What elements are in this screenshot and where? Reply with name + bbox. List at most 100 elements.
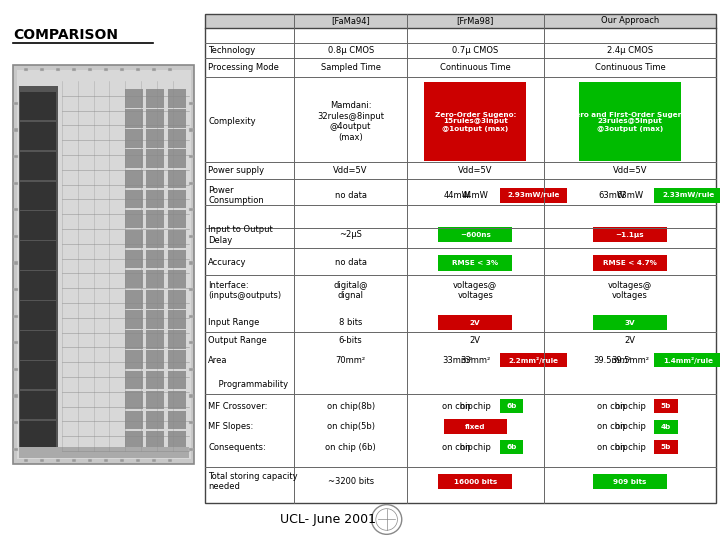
Text: 3V: 3V xyxy=(625,320,635,326)
Text: on chip: on chip xyxy=(460,402,490,410)
FancyBboxPatch shape xyxy=(24,459,28,462)
Text: ~600ns: ~600ns xyxy=(460,232,490,238)
Text: on chip: on chip xyxy=(597,443,627,451)
FancyBboxPatch shape xyxy=(146,89,164,107)
Text: Power supply: Power supply xyxy=(208,166,264,175)
Text: 6b: 6b xyxy=(506,444,516,450)
FancyBboxPatch shape xyxy=(168,150,186,168)
FancyBboxPatch shape xyxy=(125,370,143,389)
Text: 6-bits: 6-bits xyxy=(339,336,362,345)
Text: on chip: on chip xyxy=(615,402,645,410)
FancyBboxPatch shape xyxy=(125,431,143,449)
Text: Area: Area xyxy=(208,356,228,364)
FancyBboxPatch shape xyxy=(146,250,164,268)
FancyBboxPatch shape xyxy=(146,150,164,168)
Text: 33mm²: 33mm² xyxy=(460,356,490,364)
FancyBboxPatch shape xyxy=(120,68,124,71)
FancyBboxPatch shape xyxy=(593,227,667,242)
FancyBboxPatch shape xyxy=(189,368,193,371)
FancyBboxPatch shape xyxy=(168,230,186,248)
FancyBboxPatch shape xyxy=(654,440,678,454)
Text: 2V: 2V xyxy=(470,320,480,326)
Text: on chip: on chip xyxy=(597,402,627,410)
FancyBboxPatch shape xyxy=(104,68,108,71)
FancyBboxPatch shape xyxy=(146,310,164,329)
Text: 44mW: 44mW xyxy=(462,191,489,200)
FancyBboxPatch shape xyxy=(189,448,193,451)
Text: COMPARISON: COMPARISON xyxy=(13,28,118,42)
FancyBboxPatch shape xyxy=(14,448,18,451)
Text: Mamdani:
32rules@8input
@4output
(max): Mamdani: 32rules@8input @4output (max) xyxy=(317,102,384,141)
Text: 5b: 5b xyxy=(661,403,671,409)
FancyBboxPatch shape xyxy=(189,102,193,105)
Text: 2V: 2V xyxy=(624,336,636,345)
FancyBboxPatch shape xyxy=(14,421,18,424)
Text: Continuous Time: Continuous Time xyxy=(595,63,665,72)
FancyBboxPatch shape xyxy=(55,459,60,462)
FancyBboxPatch shape xyxy=(104,459,108,462)
FancyBboxPatch shape xyxy=(146,330,164,349)
FancyBboxPatch shape xyxy=(88,459,92,462)
Text: Total storing capacity
needed: Total storing capacity needed xyxy=(208,472,297,491)
FancyBboxPatch shape xyxy=(189,288,193,291)
FancyBboxPatch shape xyxy=(125,290,143,308)
Text: Accuracy: Accuracy xyxy=(208,259,246,267)
Text: 6b: 6b xyxy=(506,403,516,409)
FancyBboxPatch shape xyxy=(654,420,678,434)
FancyBboxPatch shape xyxy=(579,82,681,161)
FancyBboxPatch shape xyxy=(125,270,143,288)
Text: ~2μS: ~2μS xyxy=(339,231,362,239)
FancyBboxPatch shape xyxy=(654,188,720,202)
FancyBboxPatch shape xyxy=(55,68,60,71)
FancyBboxPatch shape xyxy=(189,341,193,345)
FancyBboxPatch shape xyxy=(14,129,18,132)
Text: Processing Mode: Processing Mode xyxy=(208,63,279,72)
Text: 33mm²: 33mm² xyxy=(442,356,472,364)
FancyBboxPatch shape xyxy=(438,315,512,330)
FancyBboxPatch shape xyxy=(168,89,186,107)
Text: voltages@
voltages: voltages@ voltages xyxy=(608,281,652,300)
FancyBboxPatch shape xyxy=(17,70,191,459)
FancyBboxPatch shape xyxy=(14,288,18,291)
FancyBboxPatch shape xyxy=(189,235,193,238)
FancyBboxPatch shape xyxy=(168,370,186,389)
FancyBboxPatch shape xyxy=(152,459,156,462)
Text: Consequents:: Consequents: xyxy=(208,443,266,451)
Text: on chip: on chip xyxy=(460,443,490,451)
FancyBboxPatch shape xyxy=(125,170,143,188)
FancyBboxPatch shape xyxy=(125,190,143,208)
FancyBboxPatch shape xyxy=(500,399,523,413)
Text: 70mm²: 70mm² xyxy=(336,356,366,364)
FancyBboxPatch shape xyxy=(125,350,143,369)
Text: on chip (6b): on chip (6b) xyxy=(325,443,376,451)
FancyBboxPatch shape xyxy=(14,341,18,345)
FancyBboxPatch shape xyxy=(14,155,18,158)
Text: Our Approach: Our Approach xyxy=(601,16,659,25)
FancyBboxPatch shape xyxy=(40,68,44,71)
FancyBboxPatch shape xyxy=(125,129,143,148)
FancyBboxPatch shape xyxy=(20,391,56,420)
FancyBboxPatch shape xyxy=(125,250,143,268)
FancyBboxPatch shape xyxy=(168,459,172,462)
Text: on chip(8b): on chip(8b) xyxy=(327,402,374,410)
FancyBboxPatch shape xyxy=(72,68,76,71)
FancyBboxPatch shape xyxy=(593,255,667,271)
Text: Input to Output
Delay: Input to Output Delay xyxy=(208,225,273,245)
FancyBboxPatch shape xyxy=(168,210,186,228)
FancyBboxPatch shape xyxy=(146,129,164,148)
FancyBboxPatch shape xyxy=(146,390,164,409)
FancyBboxPatch shape xyxy=(189,315,193,318)
FancyBboxPatch shape xyxy=(40,459,44,462)
FancyBboxPatch shape xyxy=(13,65,194,464)
FancyBboxPatch shape xyxy=(20,181,56,210)
Text: MF Slopes:: MF Slopes: xyxy=(208,422,253,431)
FancyBboxPatch shape xyxy=(189,155,193,158)
FancyBboxPatch shape xyxy=(146,109,164,127)
FancyBboxPatch shape xyxy=(500,188,567,202)
Text: digital@
dignal: digital@ dignal xyxy=(333,281,368,300)
FancyBboxPatch shape xyxy=(654,353,720,367)
FancyBboxPatch shape xyxy=(189,208,193,211)
FancyBboxPatch shape xyxy=(168,170,186,188)
Text: 2.2mm²/rule: 2.2mm²/rule xyxy=(508,357,559,363)
Text: [FrMa98]: [FrMa98] xyxy=(456,16,494,25)
